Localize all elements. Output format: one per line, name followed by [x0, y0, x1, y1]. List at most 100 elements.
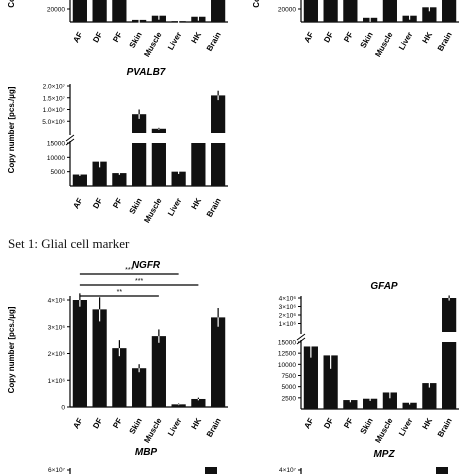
y-tick-label-0-0: 20000 [47, 7, 65, 14]
bar-lower-4-7 [442, 342, 457, 409]
x-tick-label-3-6: HK [190, 416, 204, 431]
x-tick-label-1-1: DF [322, 30, 335, 44]
bar-upper-2-4 [151, 128, 166, 133]
x-tick-label-0-0: AF [71, 30, 84, 44]
y-tick-label-lower-4-0: 2500 [282, 395, 297, 402]
bar-2-2 [112, 173, 127, 186]
bar-0-2 [112, 0, 127, 22]
bar-4-1 [323, 355, 338, 409]
y-tick-label-lower-4-2: 7500 [282, 373, 297, 380]
chart-title-6: MPZ [373, 449, 395, 460]
x-tick-label-0-6: HK [190, 30, 204, 45]
significance-label-0: *** [125, 267, 133, 274]
y-tick-label-upper-4-1: 2×10⁶ [279, 313, 297, 320]
y-axis-label-0: Cop [7, 0, 16, 8]
bar-3-4 [151, 336, 166, 407]
y-tick-label-5-0: 6×10⁷ [48, 467, 66, 474]
x-tick-label-3-0: AF [71, 416, 84, 430]
x-tick-label-4-7: Brain [436, 416, 454, 438]
bar-4-6 [422, 383, 437, 409]
y-axis-label-1: Cop [252, 0, 261, 8]
x-tick-label-3-4: Muscle [142, 416, 164, 444]
x-tick-label-1-6: HK [421, 30, 435, 45]
x-tick-label-1-4: Muscle [373, 30, 395, 58]
y-tick-label-lower-2-0: 5000 [51, 169, 66, 176]
y-tick-label-upper-2-1: 1.0×10⁷ [43, 107, 66, 114]
chart-title-5: MBP [135, 447, 158, 458]
x-tick-label-1-0: AF [302, 30, 315, 44]
bar-lower-2-4 [151, 143, 166, 186]
x-tick-label-4-0: AF [302, 416, 315, 430]
x-tick-label-4-1: DF [322, 416, 335, 430]
x-tick-label-0-7: Brain [205, 30, 223, 52]
bar-3-6 [191, 398, 206, 407]
x-tick-label-3-7: Brain [205, 416, 223, 438]
bar-1-7 [442, 0, 457, 22]
x-tick-label-3-3: Skin [128, 416, 144, 435]
x-tick-label-1-2: PF [342, 30, 355, 43]
chart-title-4: GFAP [370, 281, 398, 292]
bar-0-0 [72, 0, 87, 22]
x-tick-label-2-1: DF [91, 196, 104, 210]
x-tick-label-2-6: HK [190, 196, 204, 211]
y-tick-label-lower-4-3: 10000 [278, 362, 296, 369]
bar-0-7 [211, 0, 226, 22]
chart-title-3: NGFR [132, 260, 161, 271]
bar-upper-2-3 [132, 114, 147, 133]
y-tick-label-6-0: 4×10⁷ [279, 467, 297, 474]
x-tick-label-3-1: DF [91, 416, 104, 430]
axis-break-mark-2 [65, 134, 75, 146]
bar-2-6 [191, 143, 206, 186]
bar-2-1 [92, 161, 107, 186]
y-tick-label-upper-4-3: 4×10⁶ [279, 296, 297, 303]
bar-5-partial [205, 467, 217, 474]
x-tick-label-0-5: Liver [166, 31, 183, 52]
bar-3-1 [92, 309, 107, 407]
axis-break-mark-4 [296, 333, 306, 345]
significance-label-2: ** [117, 289, 123, 296]
x-tick-label-4-2: PF [342, 416, 355, 429]
bar-3-7 [211, 317, 226, 407]
bar-6-partial [436, 467, 448, 474]
y-tick-label-upper-2-3: 2.0×10⁷ [43, 84, 66, 91]
y-tick-label-upper-2-2: 1.5×10⁷ [43, 95, 66, 102]
x-tick-label-2-7: Brain [205, 196, 223, 218]
bar-4-4 [382, 392, 397, 409]
bar-0-1 [92, 0, 107, 22]
bar-upper-2-7 [211, 95, 226, 133]
significance-label-1: *** [135, 278, 143, 285]
y-tick-label-lower-4-5: 15000 [278, 340, 296, 347]
bar-1-1 [323, 0, 338, 22]
x-tick-label-1-5: Liver [397, 31, 414, 52]
x-tick-label-0-2: PF [111, 30, 124, 43]
x-tick-label-3-2: PF [111, 416, 124, 429]
y-tick-label-3-0: 0 [61, 405, 65, 412]
bar-4-2 [343, 400, 358, 409]
bar-1-2 [343, 0, 358, 22]
y-axis-label-2: Copy number [pcs./µg] [7, 86, 16, 173]
y-tick-label-upper-4-0: 1×10⁶ [279, 321, 297, 328]
x-tick-label-4-3: Skin [359, 416, 375, 435]
x-tick-label-0-4: Muscle [142, 30, 164, 58]
bar-1-6 [422, 7, 437, 22]
bar-3-0 [72, 300, 87, 407]
x-tick-label-2-4: Muscle [142, 196, 164, 224]
x-tick-label-1-3: Skin [359, 30, 375, 49]
x-tick-label-1-7: Brain [436, 30, 454, 52]
x-tick-label-2-2: PF [111, 196, 124, 209]
bar-1-0 [303, 0, 318, 22]
bar-4-3 [363, 398, 378, 409]
chart-title-2: PVALB7 [127, 67, 166, 78]
bar-1-4 [382, 0, 397, 22]
bar-lower-2-7 [211, 143, 226, 186]
y-axis-label-3: Copy number [pcs./µg] [7, 306, 16, 393]
bar-3-5 [171, 404, 186, 407]
x-tick-label-3-5: Liver [166, 417, 183, 438]
bar-4-5 [402, 402, 417, 409]
bar-3-3 [132, 368, 147, 407]
x-tick-label-4-5: Liver [397, 417, 414, 438]
x-tick-label-4-4: Muscle [373, 416, 395, 444]
x-tick-label-4-6: HK [421, 416, 435, 431]
bar-2-5 [171, 171, 186, 186]
